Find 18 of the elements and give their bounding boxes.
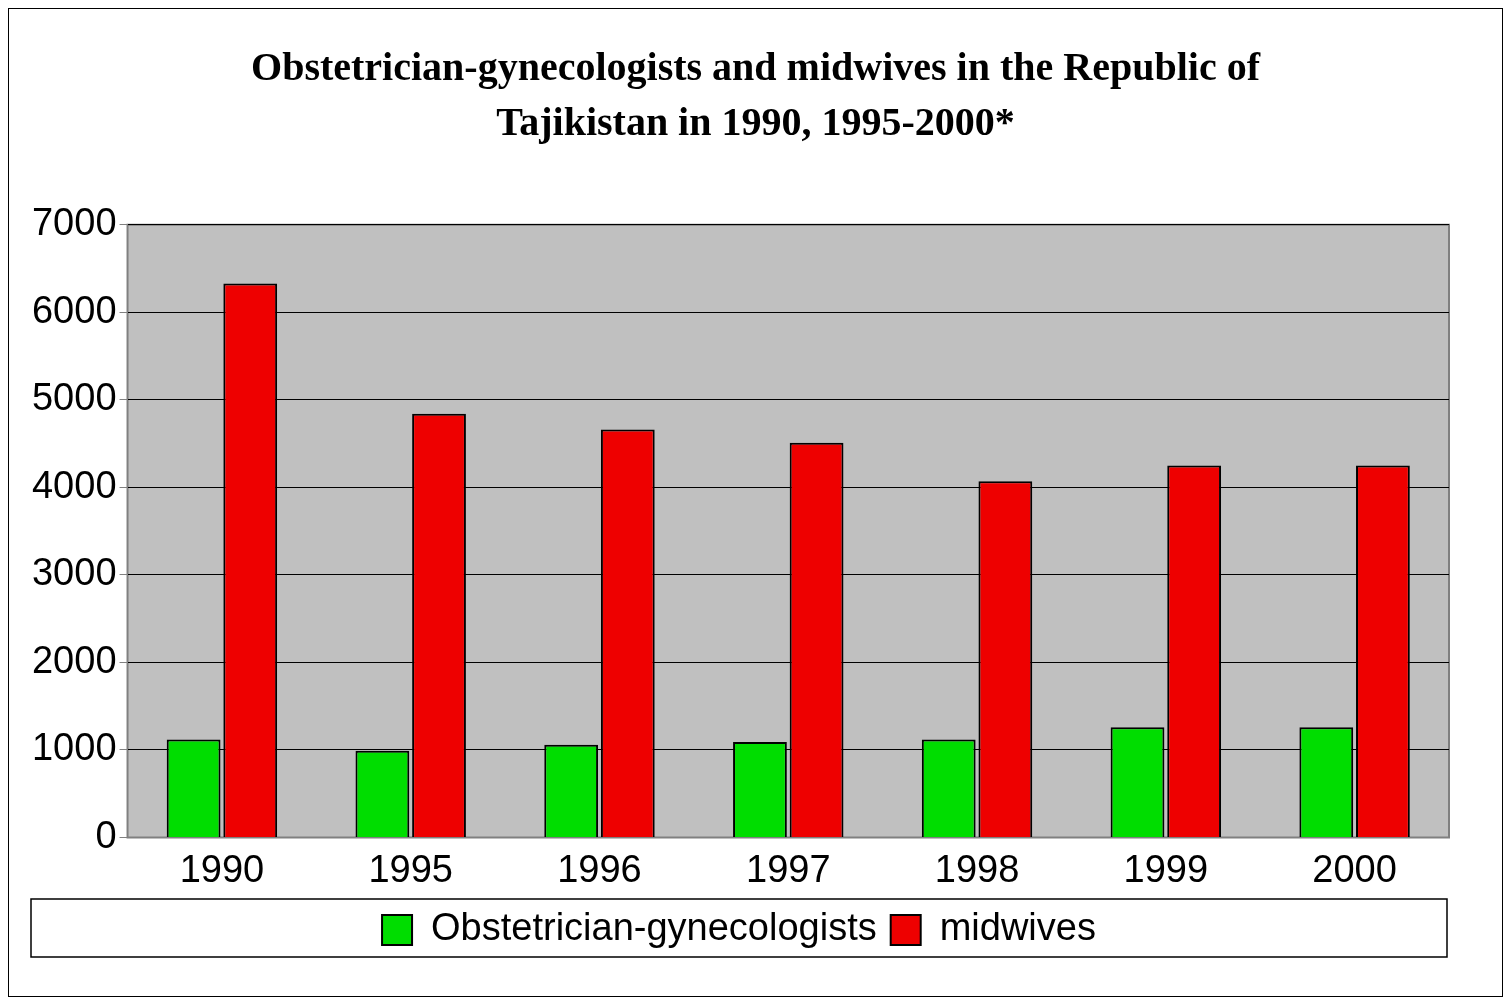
x-tick-label: 1990 — [179, 847, 265, 890]
x-tick-label: 1996 — [557, 847, 642, 890]
chart-title: Obstetrician-gynecologists and midwives in the Republic of Tajikistan in 1990, 1995-2000* — [250, 43, 1262, 146]
y-tick-label: 6000 — [31, 288, 117, 331]
x-tick-label: 1997 — [745, 847, 831, 890]
y-tick-label: 2000 — [31, 638, 117, 681]
y-tick-label: 0 — [95, 813, 117, 856]
y-tick-label: 7000 — [31, 201, 117, 244]
y-tick-label: 1000 — [31, 726, 117, 769]
y-tick-label: 5000 — [31, 376, 117, 419]
y-tick-label: 4000 — [31, 463, 117, 506]
legend-label: midwives — [939, 906, 1096, 949]
x-tick-label: 1999 — [1123, 847, 1209, 890]
y-tick-label: 3000 — [31, 551, 117, 594]
legend-label: Obstetrician-gynecologists — [431, 906, 877, 949]
x-tick-label: 2000 — [1312, 847, 1397, 890]
x-tick-label: 1998 — [934, 847, 1020, 890]
x-tick-label: 1995 — [368, 847, 453, 890]
